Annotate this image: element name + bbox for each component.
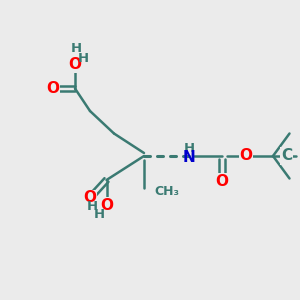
Text: N: N: [183, 150, 195, 165]
Text: O: O: [100, 198, 113, 213]
Text: H: H: [93, 208, 105, 221]
Text: H: H: [86, 200, 98, 214]
Text: H: H: [71, 43, 82, 56]
Text: CH₃: CH₃: [154, 184, 179, 198]
Text: O: O: [239, 148, 253, 164]
Text: H: H: [183, 142, 195, 155]
Text: O: O: [68, 57, 82, 72]
Text: O: O: [215, 174, 229, 189]
Text: O: O: [46, 81, 59, 96]
Text: H: H: [78, 52, 89, 65]
Text: C: C: [281, 148, 292, 164]
Text: O: O: [83, 190, 96, 206]
